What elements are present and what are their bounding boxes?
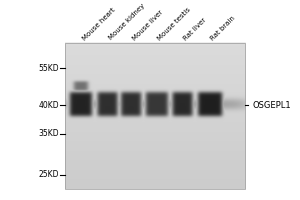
Text: Mouse heart: Mouse heart — [81, 6, 116, 41]
Text: 25KD: 25KD — [38, 170, 59, 179]
Text: Rat liver: Rat liver — [182, 17, 207, 41]
Text: 55KD: 55KD — [38, 64, 59, 73]
Bar — [65, 43, 245, 189]
Text: Mouse testis: Mouse testis — [156, 6, 192, 41]
Text: Mouse liver: Mouse liver — [131, 9, 164, 41]
Text: OSGEPL1: OSGEPL1 — [252, 101, 291, 110]
Text: 35KD: 35KD — [38, 129, 59, 138]
Text: Rat brain: Rat brain — [209, 15, 236, 41]
Text: 40KD: 40KD — [38, 101, 59, 110]
Text: Mouse kidney: Mouse kidney — [108, 3, 146, 41]
